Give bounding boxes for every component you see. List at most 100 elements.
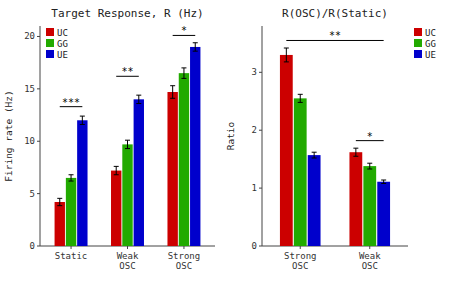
y-tick-label: 3 <box>252 67 257 77</box>
bar <box>77 120 87 246</box>
error-bar-cap <box>69 174 74 175</box>
x-tick <box>183 246 184 249</box>
error-bar <box>181 68 186 78</box>
error-bar-stem <box>59 198 60 205</box>
chart-root: Target Response, R (Hz)Firing rate (Hz)0… <box>0 0 451 294</box>
y-tick-label: 5 <box>30 189 35 199</box>
bar <box>167 92 177 246</box>
error-bar-cap <box>125 148 130 149</box>
error-bar <box>367 163 372 169</box>
x-tick-label: StrongOSC <box>284 251 317 271</box>
title: Target Response, R (Hz) <box>51 7 203 20</box>
error-bar-cap <box>136 103 141 104</box>
bar <box>363 166 376 246</box>
legend-swatch <box>414 39 422 47</box>
legend-label: GG <box>425 39 436 49</box>
error-bar-stem <box>127 140 128 148</box>
bar <box>122 144 132 246</box>
error-bar-stem <box>138 95 139 103</box>
error-bar-stem <box>116 166 117 174</box>
error-bar-cap <box>381 183 386 184</box>
bar <box>134 99 144 246</box>
error-bar-cap <box>298 102 303 103</box>
error-bar-cap <box>125 140 130 141</box>
y-tick-label: 2 <box>252 125 257 135</box>
error-bar-cap <box>312 158 317 159</box>
significance-label: ** <box>121 66 133 77</box>
bar <box>294 98 307 246</box>
error-bar-cap <box>367 163 372 164</box>
bar <box>111 171 121 246</box>
y-tick-label: 20 <box>24 31 35 41</box>
x-tick-label-line: OSC <box>176 261 192 271</box>
legend-swatch <box>46 39 54 47</box>
legend-swatch <box>414 28 422 36</box>
y-axis-line <box>262 26 263 246</box>
error-bar-stem <box>71 175 72 181</box>
error-bar-cap <box>181 67 186 68</box>
error-bar <box>381 180 386 183</box>
error-bar <box>353 148 358 156</box>
error-bar-stem <box>286 48 287 62</box>
y-axis-line <box>40 26 41 246</box>
x-tick-label: StrongOSC <box>168 251 201 271</box>
error-bar <box>298 94 303 102</box>
error-bar <box>170 86 175 99</box>
error-bar-stem <box>82 116 83 124</box>
error-bar-cap <box>353 156 358 157</box>
x-tick-label-line: Static <box>55 251 88 261</box>
error-bar <box>312 152 317 158</box>
bar <box>66 178 76 246</box>
bar <box>55 202 65 246</box>
bar <box>349 152 362 246</box>
error-bar <box>80 116 85 124</box>
error-bar-cap <box>193 51 198 52</box>
error-bar-cap <box>381 180 386 181</box>
significance-label: *** <box>62 97 80 108</box>
error-bar-cap <box>284 48 289 49</box>
error-bar-stem <box>172 86 173 99</box>
significance-label: * <box>181 25 187 36</box>
legend-swatch <box>414 50 422 58</box>
error-bar-cap <box>284 61 289 62</box>
x-tick-label-line: OSC <box>362 261 378 271</box>
error-bar-stem <box>300 94 301 102</box>
legend-label: GG <box>57 39 68 49</box>
y-tick-label: 0 <box>30 241 35 251</box>
error-bar <box>193 43 198 51</box>
error-bar-stem <box>314 152 315 158</box>
x-tick <box>71 246 72 249</box>
bar <box>280 55 293 246</box>
x-tick <box>300 246 301 249</box>
x-tick-label: WeakOSC <box>359 251 381 271</box>
error-bar-stem <box>183 68 184 78</box>
error-bar-cap <box>57 198 62 199</box>
error-bar-cap <box>57 205 62 206</box>
legend-swatch <box>46 50 54 58</box>
error-bar-cap <box>114 174 119 175</box>
panel: R(OSC)/R(Static)Ratio0123StrongOSCWeakOS… <box>225 7 436 271</box>
error-bar-stem <box>355 148 356 156</box>
y-tick-label: 15 <box>24 84 35 94</box>
error-bar-cap <box>80 124 85 125</box>
error-bar-stem <box>369 163 370 169</box>
legend: UCGGUE <box>414 28 436 60</box>
x-tick-label-line: Weak <box>117 251 139 261</box>
legend-label: UC <box>57 28 68 38</box>
x-tick-label-line: OSC <box>119 261 135 271</box>
x-tick-label-line: OSC <box>292 261 308 271</box>
x-tick <box>127 246 128 249</box>
error-bar-cap <box>193 42 198 43</box>
error-bar <box>125 140 130 148</box>
error-bar-cap <box>298 94 303 95</box>
y-tick-label: 1 <box>252 183 257 193</box>
legend-label: UE <box>57 50 68 60</box>
error-bar-cap <box>170 98 175 99</box>
error-bar-cap <box>69 181 74 182</box>
legend: UCGGUE <box>46 28 68 60</box>
error-bar-cap <box>312 152 317 153</box>
bar <box>190 47 200 246</box>
legend-label: UE <box>425 50 436 60</box>
title: R(OSC)/R(Static) <box>282 7 388 20</box>
bar <box>377 182 390 246</box>
